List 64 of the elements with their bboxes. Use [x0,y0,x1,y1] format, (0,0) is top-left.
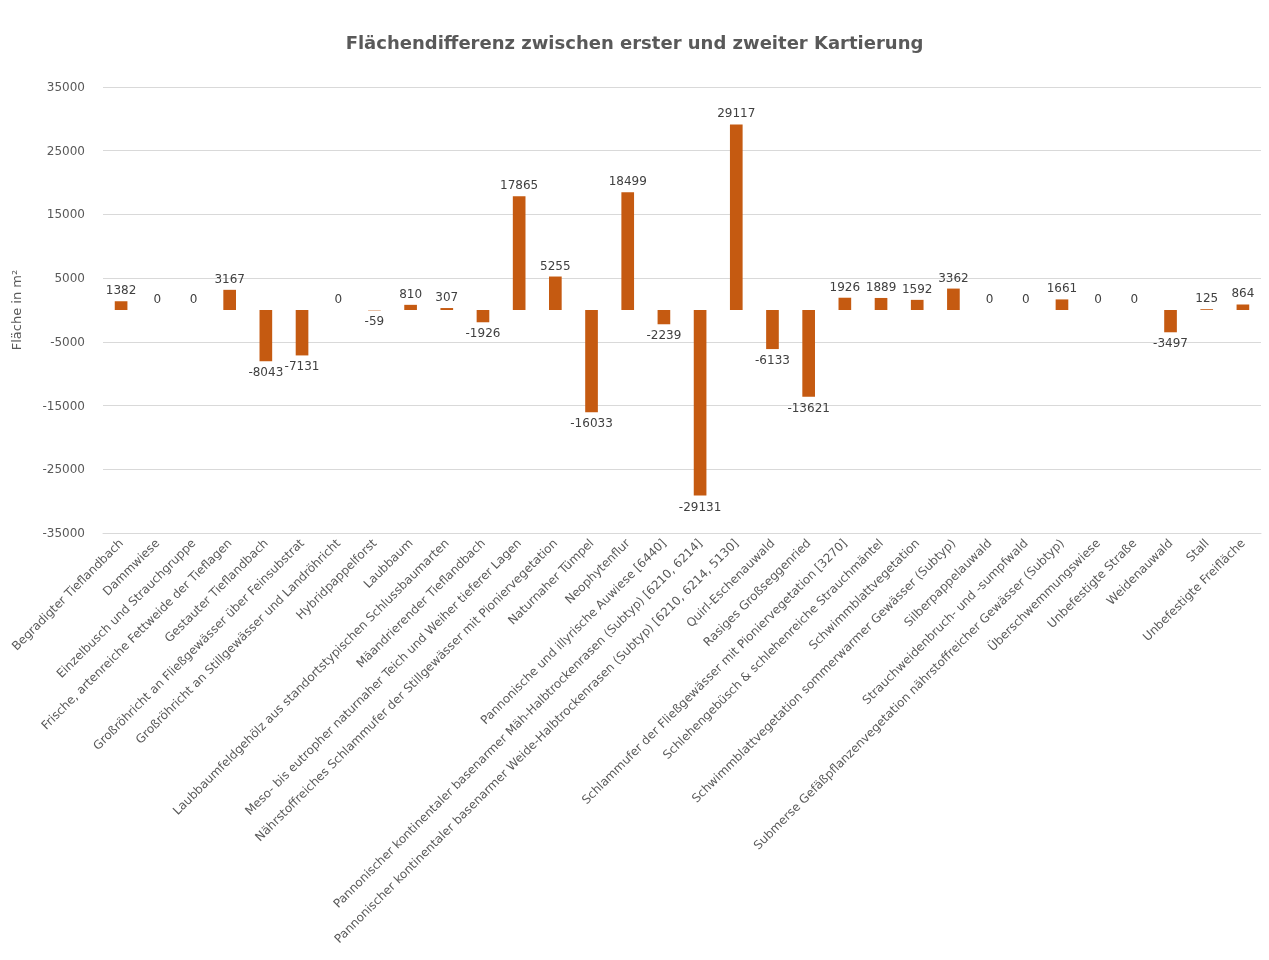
bar [802,310,815,397]
y-tick-label: -15000 [42,398,85,413]
bar [729,124,743,310]
data-label: -2239 [646,328,682,343]
chart-title: Flächendifferenz zwischen erster und zweiter Kartierung [345,31,924,53]
data-label: -1926 [465,326,501,341]
data-label: -16033 [570,416,613,431]
y-tick-label: -5000 [50,334,85,349]
y-tick-label: -35000 [42,526,85,540]
bar [585,310,598,413]
bar [114,301,128,310]
data-label: 1889 [865,279,897,294]
data-label: -59 [364,314,385,329]
bar [1236,304,1250,310]
bar [1164,310,1177,333]
data-label: 0 [334,292,343,306]
bar [404,304,417,310]
data-label: 0 [189,292,198,306]
data-label: -29131 [678,499,722,514]
data-label: -3497 [1153,336,1188,351]
bar [910,299,924,310]
bar [295,310,309,356]
y-tick-label: 5000 [54,271,85,286]
bar [549,276,562,310]
data-label: 0 [1021,292,1030,306]
bar [657,310,671,325]
bar [223,289,236,310]
data-label: 0 [1130,292,1139,306]
data-label: 3167 [214,271,245,286]
bar [693,310,707,496]
data-label: -13621 [787,400,830,415]
bar [621,192,635,310]
y-axis-title: Fläche in m² [9,269,24,351]
data-label: 864 [1231,286,1255,301]
data-label: 17865 [500,178,539,193]
bar [476,310,490,323]
data-label: 0 [1094,292,1102,306]
data-label: 18499 [608,174,647,189]
data-label: 1661 [1046,281,1078,296]
data-label: 125 [1195,291,1219,306]
data-label: 0 [985,292,994,306]
data-label: 0 [153,292,162,306]
data-label: 1382 [105,283,137,298]
bar [766,310,779,350]
data-label: 5255 [540,258,571,273]
data-label: 29117 [717,106,756,121]
bar [1055,299,1069,310]
data-label: 810 [399,286,423,301]
data-label: -7131 [284,359,320,374]
y-tick-label: 35000 [46,80,85,94]
y-tick-label: 15000 [46,207,85,222]
bar [874,297,888,310]
y-tick-label: 25000 [46,143,85,158]
data-label: -6133 [755,353,790,368]
data-label: 3362 [938,270,969,285]
bar [259,310,273,362]
y-tick-label: -25000 [42,462,85,477]
bar [512,196,526,310]
data-label: 1592 [901,281,933,296]
bar [947,288,960,310]
data-label: 307 [435,290,459,305]
data-label: -8043 [248,365,284,380]
bar [838,297,852,310]
data-label: 1926 [829,279,861,294]
